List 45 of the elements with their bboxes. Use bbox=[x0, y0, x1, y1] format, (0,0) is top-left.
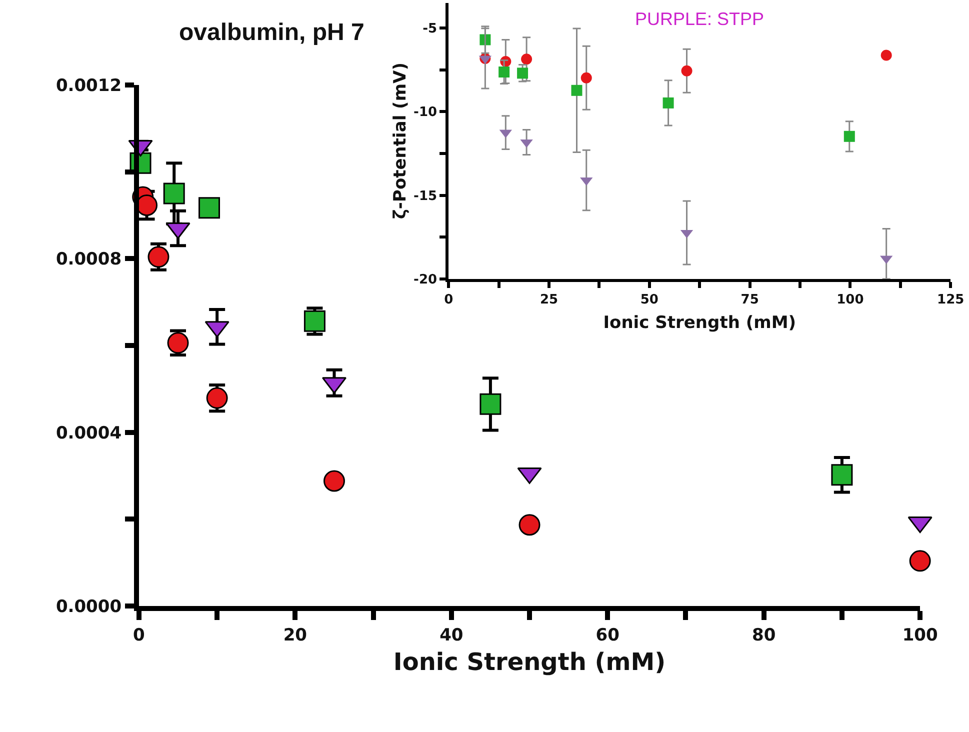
point bbox=[163, 182, 185, 204]
annotation: PURPLE: STPP bbox=[635, 9, 764, 29]
x-tick-label: 100 bbox=[902, 625, 938, 646]
x-tick-label: 25 bbox=[540, 292, 558, 308]
x-tick-label: 40 bbox=[440, 625, 464, 646]
point bbox=[148, 246, 170, 268]
y-tick-label: 0.0008 bbox=[56, 250, 122, 270]
x-axis-title: Ionic Strength (mM) bbox=[603, 312, 796, 333]
x-tick-label: 50 bbox=[640, 292, 658, 308]
x-tick-label: 80 bbox=[752, 625, 776, 646]
point bbox=[480, 393, 502, 415]
point bbox=[844, 130, 855, 142]
point bbox=[518, 514, 540, 536]
point bbox=[517, 68, 528, 79]
y-tick-label: -15 bbox=[414, 188, 438, 204]
point bbox=[880, 50, 892, 61]
x-tick-label: 75 bbox=[740, 292, 759, 308]
y-tick-label: -5 bbox=[422, 22, 438, 37]
point bbox=[909, 550, 931, 572]
point bbox=[571, 84, 582, 96]
x-tick-label: 100 bbox=[836, 292, 864, 308]
point bbox=[206, 387, 228, 409]
point bbox=[498, 66, 510, 78]
point bbox=[662, 97, 674, 108]
y-tick-label: 0.0000 bbox=[56, 597, 122, 618]
x-tick-label: 20 bbox=[283, 625, 308, 646]
point bbox=[580, 72, 592, 84]
point bbox=[198, 197, 220, 219]
y-tick-label: -10 bbox=[414, 105, 438, 120]
x-tick-label: 125 bbox=[937, 292, 964, 308]
x-tick-label: 60 bbox=[596, 625, 620, 646]
point bbox=[681, 65, 692, 76]
point bbox=[831, 464, 853, 486]
y-axis-title: ζ-Potential (mV) bbox=[390, 62, 410, 220]
point bbox=[521, 54, 532, 65]
y-tick-label: -20 bbox=[414, 272, 438, 288]
x-tick-label: 0 bbox=[133, 625, 146, 646]
point bbox=[323, 470, 345, 492]
y-tick-label: 0.0012 bbox=[56, 76, 122, 96]
point bbox=[167, 332, 189, 354]
point bbox=[304, 310, 326, 332]
x-axis-title: Ionic Strength (mM) bbox=[393, 648, 666, 676]
x-tick-label: 0 bbox=[444, 292, 454, 308]
chart-title: ovalbumin, pH 7 bbox=[179, 19, 364, 46]
y-tick-label: 0.0004 bbox=[56, 423, 122, 444]
